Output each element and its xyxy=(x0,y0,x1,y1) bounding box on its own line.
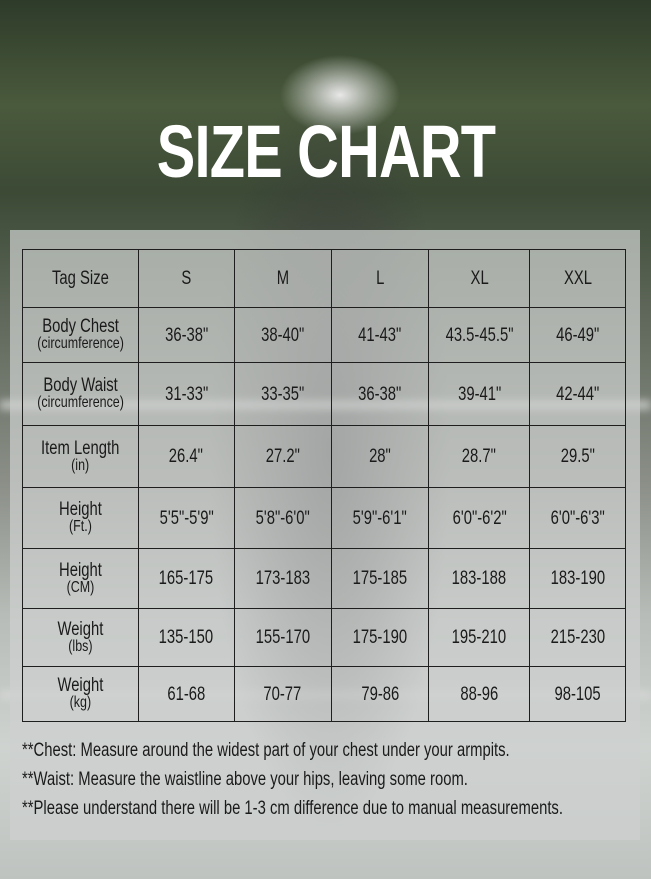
table-cell: 38-40" xyxy=(233,307,332,363)
table-cell: 5'5"-5'9" xyxy=(137,487,235,549)
measurement-notes: **Chest: Measure around the widest part … xyxy=(22,737,651,824)
row-label: Item Length (in) xyxy=(22,425,139,488)
row-unit: (circumference) xyxy=(37,394,124,411)
row-label: Weight (kg) xyxy=(22,666,139,722)
table-cell: 5'9"-6'1" xyxy=(330,487,430,549)
table-cell: 6'0"-6'2" xyxy=(428,487,531,549)
note-difference: **Please understand there will be 1-3 cm… xyxy=(22,798,563,819)
size-table: Tag Size S M L XL XXL Body Chest (circumferenc… xyxy=(22,249,626,722)
table-cell: 41-43" xyxy=(330,307,430,363)
table-cell: 26.4" xyxy=(137,425,235,488)
row-label-text: Weight xyxy=(57,675,104,696)
table-cell: 5'8"-6'0" xyxy=(233,487,332,549)
table-cell: 33-35" xyxy=(233,362,332,426)
table-cell: 29.5" xyxy=(529,425,626,488)
table-cell: 135-150 xyxy=(137,608,235,667)
table-cell: 27.2" xyxy=(233,425,332,488)
table-cell: 173-183 xyxy=(233,548,332,609)
table-cell: 39-41" xyxy=(428,362,531,426)
header-tag-size: Tag Size xyxy=(22,249,139,308)
table-row: Body Waist (circumference) 31-33" 33-35" 36-… xyxy=(22,362,626,426)
row-label-text: Height xyxy=(59,559,102,581)
table-cell: 70-77 xyxy=(233,666,332,722)
note-chest: **Chest: Measure around the widest part … xyxy=(22,740,510,761)
table-cell: 6'0"-6'3" xyxy=(529,487,626,549)
table-row: Height (CM) 165-175 173-183 175-185 183-188 18… xyxy=(22,548,626,609)
table-cell: 88-96 xyxy=(428,666,531,722)
row-label: Weight (lbs) xyxy=(22,608,139,667)
row-label: Height (Ft.) xyxy=(22,487,139,549)
row-unit: (Ft.) xyxy=(69,518,92,535)
row-unit: (CM) xyxy=(66,578,95,596)
row-label-text: Body Chest xyxy=(42,316,119,337)
table-cell: 28.7" xyxy=(428,425,531,488)
row-unit: (circumference) xyxy=(37,335,124,352)
table-cell: 42-44" xyxy=(529,362,626,426)
header-size-xl: XL xyxy=(428,249,531,308)
table-cell: 46-49" xyxy=(529,307,626,363)
table-cell: 36-38" xyxy=(330,362,430,426)
table-cell: 183-188 xyxy=(428,548,531,609)
row-unit: (in) xyxy=(71,456,90,474)
row-label-text: Height xyxy=(59,499,102,520)
table-cell: 195-210 xyxy=(428,608,531,667)
table-row: Height (Ft.) 5'5"-5'9" 5'8"-6'0" 5'9"-6'1" 6'… xyxy=(22,487,626,549)
table-cell: 31-33" xyxy=(137,362,235,426)
row-label-text: Body Waist xyxy=(43,375,118,396)
table-cell: 36-38" xyxy=(137,307,235,363)
header-size-m: M xyxy=(233,249,332,308)
header-size-xxl: XXL xyxy=(529,249,626,308)
table-cell: 28" xyxy=(330,425,430,488)
table-row: Body Chest (circumference) 36-38" 38-40" 41-… xyxy=(22,307,626,363)
header-size-s: S xyxy=(137,249,235,308)
table-cell: 175-190 xyxy=(330,608,430,667)
note-waist: **Waist: Measure the waistline above you… xyxy=(22,769,468,790)
table-cell: 175-185 xyxy=(330,548,430,609)
row-label: Body Waist (circumference) xyxy=(22,362,139,426)
table-cell: 43.5-45.5" xyxy=(428,307,531,363)
table-cell: 98-105 xyxy=(529,666,626,722)
table-row: Item Length (in) 26.4" 27.2" 28" 28.7" 29.5" xyxy=(22,425,626,488)
row-unit: (lbs) xyxy=(68,637,93,655)
table-cell: 183-190 xyxy=(529,548,626,609)
table-cell: 155-170 xyxy=(233,608,332,667)
size-chart-title: SIZE CHART xyxy=(156,110,495,193)
header-row: Tag Size S M L XL XXL xyxy=(22,249,626,308)
row-label-text: Weight xyxy=(57,618,104,640)
header-size-l: L xyxy=(330,249,430,308)
table-cell: 61-68 xyxy=(137,666,235,722)
table-row: Weight (lbs) 135-150 155-170 175-190 195-210 2… xyxy=(22,608,626,667)
row-unit: (kg) xyxy=(69,694,92,711)
table-row: Weight (kg) 61-68 70-77 79-86 88-96 98-105 xyxy=(22,666,626,722)
table-cell: 79-86 xyxy=(330,666,430,722)
row-label: Height (CM) xyxy=(22,548,139,609)
table-cell: 215-230 xyxy=(529,608,626,667)
row-label: Body Chest (circumference) xyxy=(22,307,139,363)
table-cell: 165-175 xyxy=(137,548,235,609)
row-label-text: Item Length xyxy=(41,437,120,459)
